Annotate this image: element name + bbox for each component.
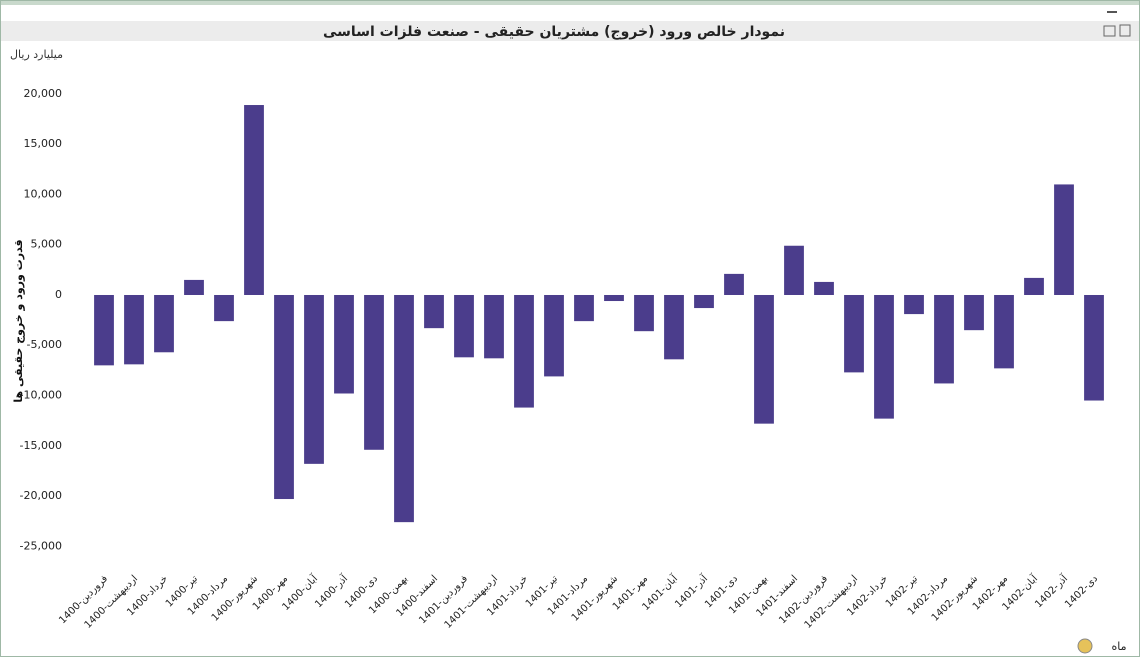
y-tick-label: -5,000	[27, 338, 62, 351]
bar	[244, 105, 264, 295]
bar	[784, 245, 804, 295]
bar	[214, 294, 234, 322]
bar	[124, 294, 144, 365]
bar	[904, 294, 924, 315]
y-tick-label: 0	[55, 288, 62, 301]
x-axis-title: ماه	[1111, 640, 1126, 653]
bar	[424, 294, 444, 329]
bar	[484, 294, 504, 359]
bar	[994, 294, 1014, 369]
chart-title: نمودار خالص ورود (خروج) مشتریان حقیقی - …	[323, 24, 785, 40]
bar	[574, 294, 594, 322]
y-tick-label: 5,000	[31, 238, 63, 251]
title-bar	[1, 21, 1139, 41]
y-tick-label: 15,000	[24, 137, 63, 150]
print-icon[interactable]	[1103, 25, 1116, 37]
bar	[1024, 277, 1044, 295]
bar	[604, 294, 624, 302]
x-tick-label: 1402-دی	[1063, 573, 1100, 610]
y-tick-label: -20,000	[20, 489, 62, 502]
y-tick-label: -15,000	[20, 439, 62, 452]
bar	[364, 294, 384, 450]
bar	[154, 294, 174, 353]
bar	[694, 294, 714, 309]
bar	[1084, 294, 1104, 401]
x-tick-label: 1402-اردیبهشت	[803, 573, 860, 630]
bar	[514, 294, 534, 408]
bar	[274, 294, 294, 500]
bar	[814, 281, 834, 295]
top-strip	[1, 1, 1139, 5]
y-tick-label: 10,000	[24, 187, 63, 200]
y-tick-label: -25,000	[20, 539, 62, 552]
x-tick-label: 1400-اردیبهشت	[83, 573, 140, 630]
bar	[754, 294, 774, 424]
bar	[94, 294, 114, 366]
bar	[334, 294, 354, 394]
bar	[664, 294, 684, 360]
bar	[844, 294, 864, 373]
bar	[964, 294, 984, 331]
bar	[874, 294, 894, 419]
minimize-icon[interactable]	[1107, 11, 1117, 13]
export-icon[interactable]	[1119, 24, 1131, 37]
bar	[304, 294, 324, 464]
refresh-icon[interactable]	[1077, 638, 1093, 654]
bar	[1054, 184, 1074, 295]
bar	[184, 279, 204, 295]
bar	[724, 273, 744, 295]
bar	[544, 294, 564, 377]
y-axis-title: قدرت ورود و خروج حقیقی ها	[12, 239, 26, 402]
x-tick-label: 1401-اردیبهشت	[443, 573, 500, 630]
bar	[394, 294, 414, 523]
y-tick-label: 20,000	[24, 87, 63, 100]
bar	[934, 294, 954, 384]
y-tick-label: -10,000	[20, 389, 62, 402]
unit-label: میلیارد ریال	[10, 48, 63, 61]
bar	[634, 294, 654, 332]
bar	[454, 294, 474, 358]
